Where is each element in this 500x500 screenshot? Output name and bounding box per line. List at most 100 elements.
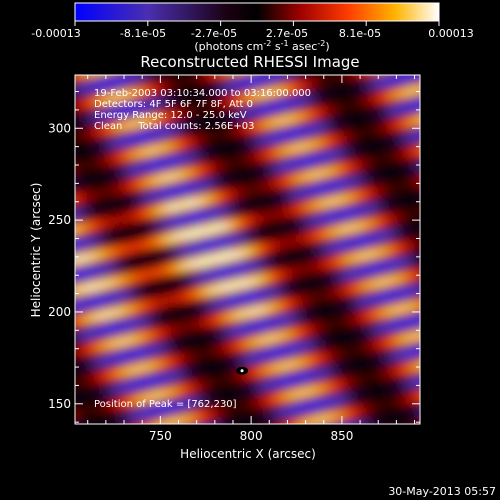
- heatmap-cell: [155, 99, 160, 104]
- heatmap-cell: [123, 115, 128, 120]
- heatmap-cell: [195, 291, 200, 296]
- heatmap-cell: [231, 175, 236, 180]
- heatmap-cell: [75, 91, 80, 96]
- heatmap-cell: [167, 319, 172, 324]
- heatmap-cell: [279, 219, 284, 224]
- heatmap-cell: [259, 179, 264, 184]
- heatmap-cell: [203, 91, 208, 96]
- heatmap-cell: [179, 315, 184, 320]
- heatmap-cell: [67, 231, 72, 236]
- heatmap-cell: [179, 191, 184, 196]
- heatmap-cell: [243, 331, 248, 336]
- heatmap-cell: [179, 363, 184, 368]
- heatmap-cell: [75, 119, 80, 124]
- heatmap-cell: [135, 107, 140, 112]
- heatmap-cell: [135, 339, 140, 344]
- heatmap-cell: [99, 159, 104, 164]
- heatmap-cell: [127, 159, 132, 164]
- heatmap-cell: [179, 339, 184, 344]
- heatmap-cell: [231, 99, 236, 104]
- heatmap-cell: [223, 199, 228, 204]
- heatmap-cell: [159, 91, 164, 96]
- heatmap-cell: [127, 339, 132, 344]
- heatmap-cell: [239, 331, 244, 336]
- heatmap-cell: [231, 359, 236, 364]
- heatmap-cell: [131, 391, 136, 396]
- heatmap-cell: [167, 231, 172, 236]
- heatmap-cell: [207, 367, 212, 372]
- heatmap-cell: [87, 239, 92, 244]
- heatmap-cell: [95, 387, 100, 392]
- heatmap-cell: [215, 171, 220, 176]
- heatmap-cell: [79, 335, 84, 340]
- heatmap-cell: [107, 395, 112, 400]
- heatmap-cell: [123, 199, 128, 204]
- heatmap-cell: [215, 227, 220, 232]
- heatmap-cell: [123, 383, 128, 388]
- heatmap-cell: [183, 163, 188, 168]
- heatmap-cell: [227, 103, 232, 108]
- heatmap-cell: [79, 287, 84, 292]
- heatmap-cell: [147, 119, 152, 124]
- heatmap-cell: [171, 231, 176, 236]
- heatmap-cell: [211, 179, 216, 184]
- heatmap-cell: [151, 299, 156, 304]
- heatmap-cell: [227, 419, 232, 424]
- heatmap-cell: [67, 375, 72, 380]
- heatmap-cell: [151, 267, 156, 272]
- heatmap-cell: [87, 395, 92, 400]
- heatmap-cell: [183, 415, 188, 420]
- heatmap-cell: [255, 259, 260, 264]
- heatmap-cell: [247, 231, 252, 236]
- heatmap-cell: [67, 95, 72, 100]
- heatmap-cell: [183, 395, 188, 400]
- heatmap-cell: [227, 399, 232, 404]
- heatmap-cell: [231, 351, 236, 356]
- heatmap-cell: [87, 363, 92, 368]
- heatmap-cell: [155, 243, 160, 248]
- heatmap-cell: [67, 343, 72, 348]
- heatmap-cell: [131, 143, 136, 148]
- heatmap-cell: [231, 415, 236, 420]
- heatmap-cell: [239, 91, 244, 96]
- heatmap-cell: [171, 251, 176, 256]
- heatmap-cell: [103, 251, 108, 256]
- heatmap-cell: [175, 271, 180, 276]
- heatmap-cell: [87, 367, 92, 372]
- heatmap-cell: [255, 203, 260, 208]
- heatmap-cell: [159, 383, 164, 388]
- heatmap-cell: [203, 263, 208, 268]
- heatmap-cell: [219, 339, 224, 344]
- heatmap-cell: [107, 275, 112, 280]
- heatmap-cell: [95, 379, 100, 384]
- heatmap-cell: [227, 179, 232, 184]
- heatmap-cell: [219, 323, 224, 328]
- heatmap-cell: [259, 83, 264, 88]
- heatmap-cell: [179, 199, 184, 204]
- heatmap-cell: [179, 275, 184, 280]
- heatmap-cell: [111, 315, 116, 320]
- heatmap-cell: [179, 207, 184, 212]
- heatmap-cell: [151, 259, 156, 264]
- heatmap-cell: [91, 367, 96, 372]
- heatmap-cell: [239, 167, 244, 172]
- heatmap-cell: [163, 75, 168, 80]
- heatmap-cell: [223, 131, 228, 136]
- heatmap-cell: [123, 303, 128, 308]
- heatmap-cell: [147, 159, 152, 164]
- heatmap-cell: [111, 295, 116, 300]
- heatmap-cell: [143, 207, 148, 212]
- heatmap-cell: [203, 395, 208, 400]
- heatmap-cell: [95, 283, 100, 288]
- heatmap-cell: [123, 315, 128, 320]
- heatmap-cell: [95, 351, 100, 356]
- heatmap-cell: [275, 319, 280, 324]
- heatmap-cell: [255, 231, 260, 236]
- heatmap-cell: [75, 267, 80, 272]
- heatmap-cell: [111, 367, 116, 372]
- heatmap-cell: [219, 363, 224, 368]
- heatmap-cell: [239, 199, 244, 204]
- heatmap-cell: [155, 295, 160, 300]
- heatmap-cell: [147, 139, 152, 144]
- heatmap-cell: [79, 75, 84, 80]
